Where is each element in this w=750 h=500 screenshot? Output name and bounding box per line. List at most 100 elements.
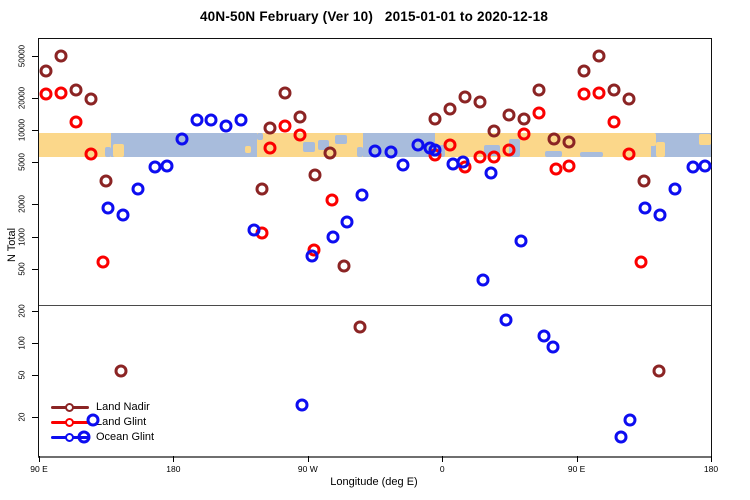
x-axis-title: Longitude (deg E) (330, 476, 418, 488)
data-point-land-nadir (637, 174, 651, 188)
data-point-ocean-glint (456, 155, 470, 169)
y-tick-mark (32, 204, 38, 206)
map-band-land (39, 132, 111, 157)
map-band-island (645, 132, 656, 147)
data-point-land-glint (293, 128, 307, 142)
data-point-land-glint (532, 106, 546, 120)
map-band-water-patch (545, 150, 562, 157)
data-point-ocean-glint (484, 166, 498, 180)
data-point-ocean-glint (668, 182, 682, 196)
data-point-ocean-glint (384, 145, 398, 159)
data-point-land-nadir (607, 83, 621, 96)
data-point-land-glint (96, 255, 110, 269)
data-point-ocean-glint (219, 119, 233, 133)
x-tick-label: 90 E (30, 464, 48, 474)
data-point-land-glint (634, 255, 648, 269)
data-point-ocean-glint (499, 313, 513, 327)
data-point-ocean-glint (101, 201, 115, 215)
data-point-land-nadir (562, 135, 576, 149)
ocean-glint-marker-icon (51, 431, 89, 444)
data-point-ocean-glint (234, 113, 248, 127)
x-tick-label: 180 (166, 464, 181, 474)
data-point-land-glint (487, 150, 501, 164)
data-point-ocean-glint (396, 158, 410, 172)
y-tick-label: 50000 (17, 44, 27, 67)
data-point-ocean-glint (116, 208, 130, 222)
plot-area: 20 50 100 200 500 1000 2000 5000 10000 20000 50000… (18, 38, 718, 474)
y-tick-mark (32, 375, 38, 377)
reference-line (39, 305, 711, 307)
data-point-ocean-glint (295, 398, 309, 412)
data-point-land-glint (473, 150, 487, 164)
data-point-ocean-glint (368, 144, 382, 158)
legend-item-land-glint: Land Glint (51, 415, 154, 430)
data-point-land-nadir (54, 49, 68, 63)
y-tick-label: 1000 (17, 227, 27, 246)
data-point-land-glint (443, 138, 457, 152)
y-tick-mark (32, 310, 38, 312)
y-tick-label: 200 (17, 304, 27, 318)
data-point-land-glint (54, 86, 68, 100)
legend-item-land-nadir: Land Nadir (51, 400, 154, 415)
data-point-ocean-glint (428, 143, 442, 157)
x-tick-mark (442, 456, 444, 462)
data-point-land-nadir (323, 146, 337, 160)
data-point-land-nadir (532, 83, 546, 97)
y-tick-label: 5000 (17, 153, 27, 171)
x-tick-mark (173, 456, 175, 462)
data-point-ocean-glint (131, 182, 145, 196)
data-point-ocean-glint (537, 329, 551, 343)
y-tick-mark (32, 236, 38, 238)
y-tick-mark (32, 130, 38, 131)
data-point-land-nadir (547, 132, 561, 146)
data-point-land-glint (502, 143, 516, 157)
x-tick-label: 0 (439, 464, 445, 474)
data-point-land-nadir (443, 102, 457, 116)
map-band-island (656, 142, 665, 157)
map-band-land (434, 132, 652, 157)
data-point-ocean-glint (340, 215, 354, 229)
x-tick-label: 90 W (297, 464, 318, 474)
y-tick-mark (32, 343, 38, 344)
data-point-ocean-glint (686, 160, 700, 174)
data-point-land-glint (607, 115, 621, 129)
data-point-ocean-glint (653, 208, 667, 222)
data-point-land-nadir (39, 64, 53, 78)
data-point-ocean-glint (204, 113, 218, 127)
data-point-land-glint (69, 115, 83, 129)
y-tick-mark (32, 162, 38, 164)
data-point-ocean-glint (638, 201, 652, 215)
y-tick-mark (32, 55, 38, 57)
map-band-water-patch (104, 147, 111, 157)
map-band-water-patch (334, 135, 347, 144)
data-point-ocean-glint (175, 132, 189, 146)
data-point-ocean-glint (411, 138, 425, 152)
data-point-land-nadir (622, 92, 636, 106)
data-point-ocean-glint (86, 413, 100, 427)
data-point-land-nadir (308, 168, 322, 182)
data-point-ocean-glint (623, 413, 637, 427)
data-point-land-glint (577, 87, 591, 101)
legend: Land Nadir Land Glint Ocean Glint (51, 400, 154, 445)
data-point-land-glint (278, 119, 292, 133)
y-tick-label: 10000 (17, 118, 27, 142)
data-point-land-nadir (114, 364, 128, 378)
data-point-land-glint (592, 86, 606, 100)
y-tick-label: 100 (17, 336, 27, 350)
data-point-land-glint (622, 147, 636, 161)
legend-label: Land Glint (96, 416, 147, 428)
data-point-ocean-glint (614, 430, 628, 444)
map-band-water-patch (257, 132, 263, 141)
data-point-land-nadir (84, 92, 98, 106)
map-band-water-patch (303, 142, 316, 152)
map-band-water-patch (357, 147, 364, 157)
map-band-water-patch (484, 144, 501, 156)
data-point-land-nadir (487, 124, 501, 138)
data-point-land-glint (84, 147, 98, 161)
x-tick-mark (307, 456, 309, 462)
legend-item-ocean-glint: Ocean Glint (51, 430, 154, 445)
data-point-land-glint (39, 87, 53, 101)
data-point-land-nadir (458, 90, 472, 104)
data-point-land-nadir (255, 182, 268, 196)
data-point-ocean-glint (514, 234, 528, 248)
